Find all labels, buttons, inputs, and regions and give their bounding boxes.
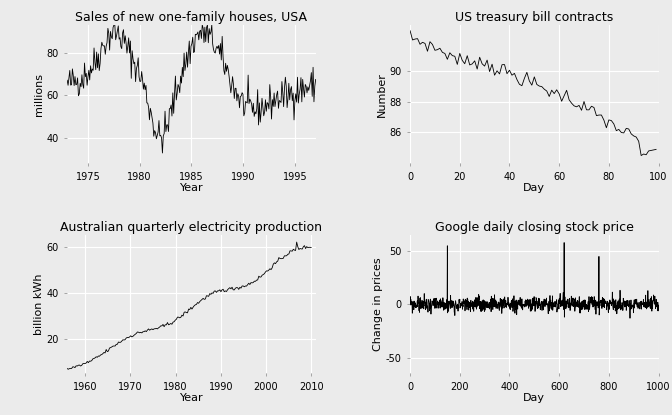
Y-axis label: Number: Number (377, 72, 386, 117)
Y-axis label: billion kWh: billion kWh (34, 273, 44, 335)
Title: Australian quarterly electricity production: Australian quarterly electricity product… (60, 221, 323, 234)
X-axis label: Day: Day (523, 183, 545, 193)
Title: Google daily closing stock price: Google daily closing stock price (435, 221, 634, 234)
Y-axis label: millions: millions (34, 73, 44, 115)
X-axis label: Day: Day (523, 393, 545, 403)
X-axis label: Year: Year (179, 183, 203, 193)
Y-axis label: Change in prices: Change in prices (373, 258, 383, 351)
Title: Sales of new one-family houses, USA: Sales of new one-family houses, USA (75, 11, 307, 24)
Title: US treasury bill contracts: US treasury bill contracts (455, 11, 614, 24)
X-axis label: Year: Year (179, 393, 203, 403)
